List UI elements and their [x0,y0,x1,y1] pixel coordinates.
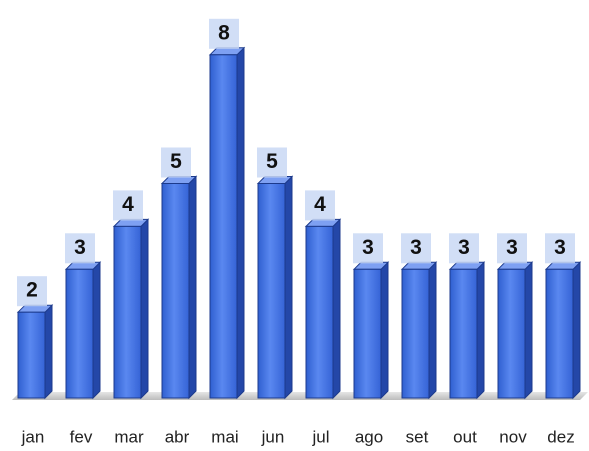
value-label-box [353,233,383,264]
value-label-box [305,190,335,221]
value-label: 5 [266,150,278,173]
x-tick-label: mai [211,427,238,446]
value-label-box [161,147,191,178]
floor [12,392,588,400]
bar [16,303,54,400]
value-label-box [449,233,479,264]
bar [448,261,486,400]
bar [352,261,390,400]
value-label: 3 [458,236,470,259]
value-label-box [401,233,431,264]
value-label-box [113,190,143,221]
value-label-box [65,233,95,264]
x-tick-label: ago [355,427,383,446]
bar [208,46,246,400]
value-label: 2 [26,279,38,302]
bar [544,261,582,400]
value-label-box [17,276,47,307]
bar [304,218,342,400]
x-tick-label: fev [70,427,93,446]
value-label: 3 [74,236,86,259]
x-tick-label: set [406,427,429,446]
x-tick-label: abr [165,427,190,446]
value-label: 3 [554,236,566,259]
value-label: 4 [122,193,134,216]
x-tick-label: nov [499,427,527,446]
bar [496,261,534,400]
value-label-box [209,18,239,49]
bar [400,261,438,400]
value-label: 3 [410,236,422,259]
x-tick-label: out [453,427,477,446]
value-label-box [257,147,287,178]
x-tick-label: jan [21,427,45,446]
value-label: 8 [218,21,230,44]
bar [256,175,294,400]
x-tick-label: jun [261,427,285,446]
x-tick-label: dez [547,427,574,446]
x-tick-label: mar [114,427,144,446]
x-tick-label: jul [311,427,329,446]
value-label-box [545,233,575,264]
value-label: 4 [314,193,326,216]
value-label: 3 [362,236,374,259]
bar [160,175,198,400]
bar [64,261,102,400]
value-label: 3 [506,236,518,259]
value-label-box [497,233,527,264]
bar [112,218,150,400]
value-label: 5 [170,150,182,173]
